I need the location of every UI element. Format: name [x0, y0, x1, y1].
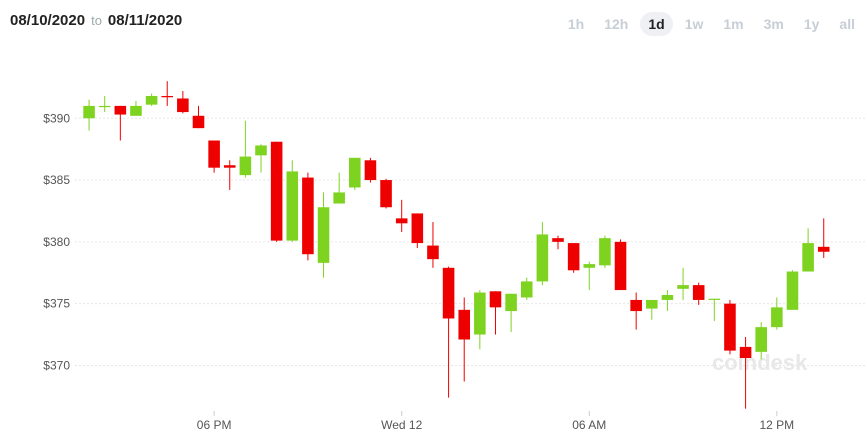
range-button[interactable]: 12h — [604, 16, 629, 32]
y-tick-label: $380 — [43, 235, 70, 249]
candle-body — [755, 327, 767, 352]
candle-body — [380, 180, 392, 208]
candle-body — [83, 105, 95, 119]
y-tick-label: $370 — [43, 358, 70, 372]
candle-body — [130, 105, 142, 116]
candle-body — [223, 165, 236, 168]
candle-body — [317, 207, 330, 263]
y-tick-label: $390 — [43, 111, 70, 125]
candle-body — [442, 267, 455, 319]
candle-body — [552, 238, 564, 242]
candle-body — [458, 309, 471, 340]
candle-body — [239, 156, 252, 176]
x-tick-label: 12 PM — [759, 418, 794, 432]
candle-body — [677, 285, 689, 289]
candle-body — [646, 299, 658, 309]
x-tick-label: 06 PM — [197, 418, 232, 432]
candle-body — [177, 98, 189, 113]
candle-body — [583, 264, 596, 268]
candle-body — [536, 234, 549, 282]
candle-body — [817, 246, 830, 252]
candle-body — [98, 105, 111, 108]
candle-body — [333, 192, 345, 204]
range-button[interactable]: 1m — [723, 16, 744, 32]
range-button[interactable]: all — [839, 16, 855, 32]
y-tick-label: $375 — [43, 297, 70, 311]
candle-body — [302, 177, 314, 255]
candle-body — [114, 105, 127, 115]
y-tick-label: $385 — [43, 173, 70, 187]
range-button[interactable]: 1d — [640, 12, 673, 36]
range-selector: 1h 12h 1d 1w 1m 3m 1y all — [560, 12, 863, 36]
range-button[interactable]: 1w — [684, 16, 704, 32]
range-button[interactable]: 3m — [763, 16, 784, 32]
candle-body — [630, 299, 642, 312]
candle-body — [520, 281, 533, 298]
range-button[interactable]: 1h — [567, 16, 585, 32]
candle-body — [505, 293, 517, 312]
candle-body — [427, 245, 439, 260]
candle-body — [739, 346, 752, 359]
candle-body — [270, 141, 283, 241]
date-to: 08/11/2020 — [107, 12, 183, 29]
candle-body — [614, 241, 627, 291]
candle-body — [692, 285, 705, 300]
candle-body — [489, 291, 502, 308]
candle-body — [724, 303, 736, 351]
date-range: 08/10/2020 to 08/11/2020 — [10, 12, 182, 29]
candle-body — [255, 145, 267, 156]
date-separator: to — [91, 13, 102, 28]
candle-body — [771, 307, 783, 328]
candle-body — [349, 157, 361, 188]
candle-body — [474, 292, 486, 335]
candle-body — [802, 243, 814, 272]
candle-body — [364, 160, 377, 181]
candle-body — [286, 171, 299, 241]
range-button[interactable]: 1y — [803, 16, 820, 32]
candle-body — [145, 96, 158, 105]
x-tick-label: 06 AM — [572, 418, 606, 432]
x-tick-label: Wed 12 — [381, 418, 422, 432]
date-from: 08/10/2020 — [10, 12, 86, 29]
watermark: coindesk — [712, 350, 808, 375]
candle-body — [395, 218, 408, 224]
candle-body — [161, 96, 174, 98]
candle-body — [567, 243, 580, 271]
candle-body — [411, 213, 424, 244]
candle-body — [661, 295, 674, 300]
candle-body — [708, 298, 721, 300]
candle-body — [599, 238, 611, 266]
candle-body — [208, 140, 220, 168]
candle-body — [192, 115, 205, 129]
candle-body — [786, 271, 799, 310]
